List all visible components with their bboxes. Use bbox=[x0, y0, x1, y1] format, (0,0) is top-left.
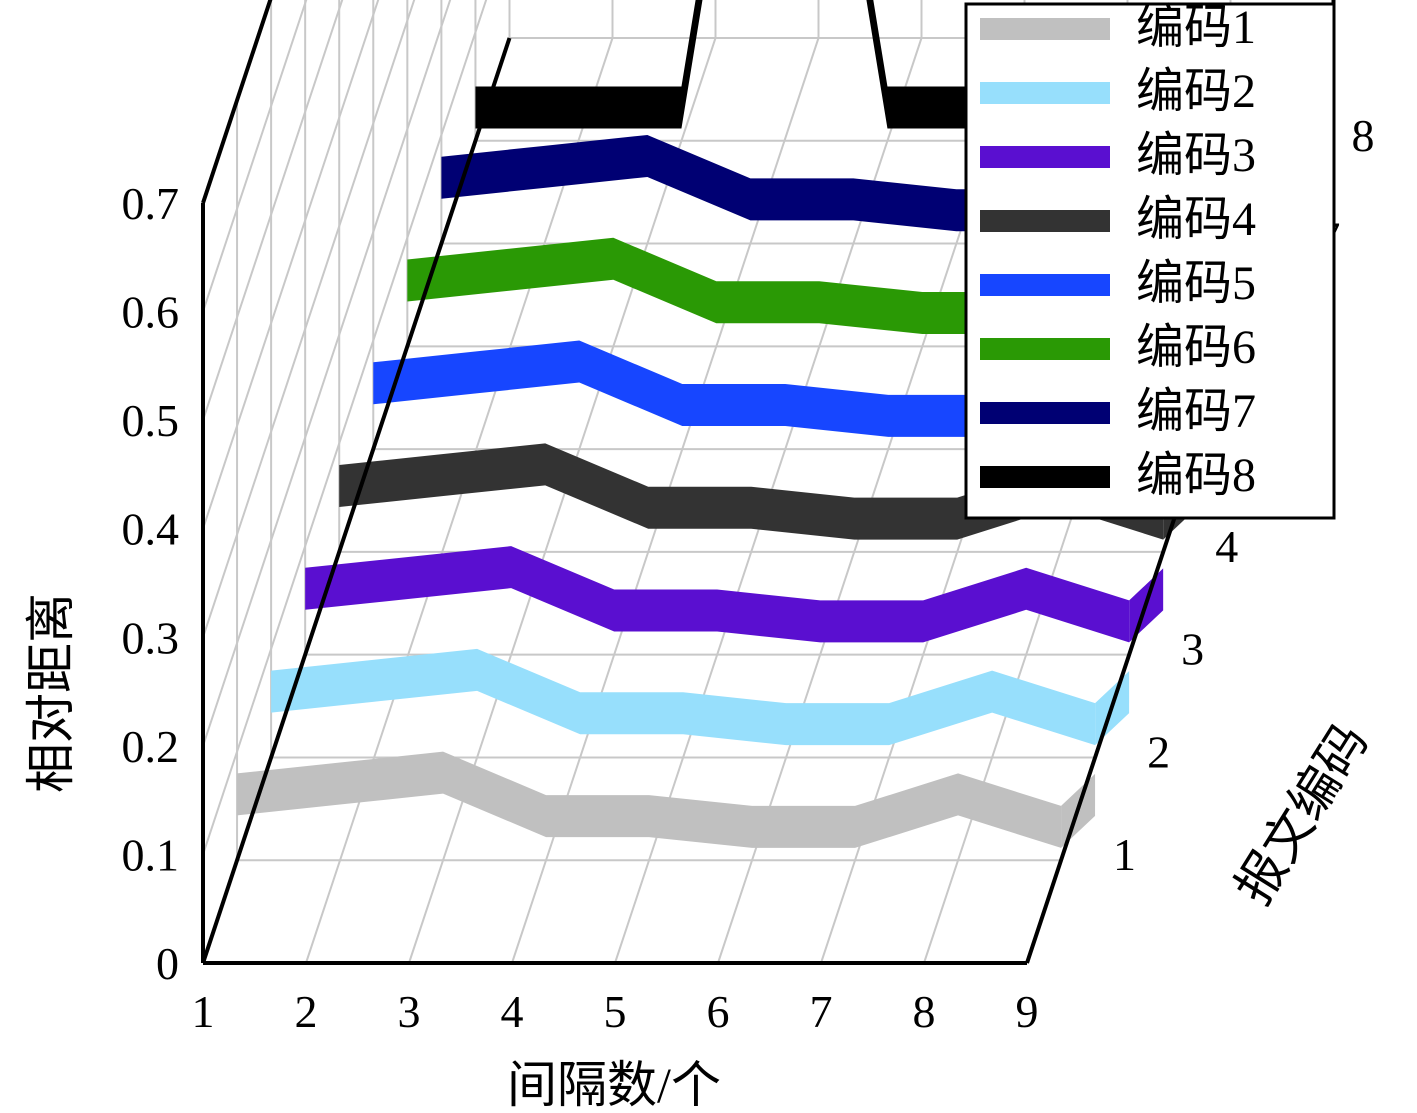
legend: 编码1 编码2 编码3 编码4 编码5 编码6 编码7 编码8 bbox=[964, 1, 1336, 520]
legend-label: 编码4 bbox=[1136, 193, 1256, 246]
legend-swatch bbox=[980, 18, 1110, 40]
legend-label: 编码5 bbox=[1136, 257, 1256, 310]
legend-swatch bbox=[980, 146, 1110, 168]
z-tick-label: 2 bbox=[1147, 726, 1170, 777]
x-tick-label: 7 bbox=[810, 986, 833, 1037]
z-axis-title: 报文编码 bbox=[1225, 714, 1378, 913]
legend-label: 编码1 bbox=[1136, 1, 1256, 54]
grid-line-floor-x bbox=[408, 37, 717, 964]
x-tick-labels: 1 2 3 4 5 6 7 8 9 bbox=[192, 986, 1039, 1037]
y-tick-label: 0.1 bbox=[122, 829, 180, 880]
x-tick-label: 1 bbox=[192, 986, 215, 1037]
legend-label: 编码7 bbox=[1136, 385, 1256, 438]
x-tick-label: 4 bbox=[501, 986, 524, 1037]
legend-label: 编码6 bbox=[1136, 321, 1256, 374]
x-axis-title: 间隔数/个 bbox=[507, 1057, 721, 1113]
legend-label: 编码8 bbox=[1136, 449, 1256, 502]
legend-swatch bbox=[980, 402, 1110, 424]
legend-swatch bbox=[980, 338, 1110, 360]
axis-edge bbox=[201, 37, 512, 964]
axis-edge bbox=[201, 0, 273, 204]
y-tick-label: 0.6 bbox=[122, 287, 180, 338]
grid-line-side-horizontal bbox=[202, 0, 380, 530]
grid-line-side-horizontal bbox=[202, 0, 344, 421]
x-tick-label: 3 bbox=[398, 986, 421, 1037]
x-tick-label: 8 bbox=[913, 986, 936, 1037]
y-tick-label: 0.5 bbox=[122, 395, 180, 446]
z-tick-label: 1 bbox=[1113, 829, 1136, 880]
y-tick-label: 0.3 bbox=[122, 612, 180, 663]
z-tick-label: 3 bbox=[1181, 624, 1204, 675]
y-tick-label: 0.2 bbox=[122, 721, 180, 772]
grid-line-side-horizontal bbox=[202, 0, 308, 312]
y-tick-label: 0.7 bbox=[122, 178, 180, 229]
grid-line-side-horizontal bbox=[202, 0, 452, 747]
ribbon-series-2 bbox=[271, 648, 1096, 746]
grid-line-floor-x bbox=[305, 37, 614, 964]
legend-swatch bbox=[980, 82, 1110, 104]
z-tick-label: 4 bbox=[1215, 521, 1238, 572]
z-tick-label: 8 bbox=[1351, 110, 1374, 161]
ribbon-series-1 bbox=[237, 751, 1062, 848]
grid-line-side-horizontal bbox=[202, 0, 416, 638]
x-tick-label: 9 bbox=[1016, 986, 1039, 1037]
legend-label: 编码3 bbox=[1136, 129, 1256, 182]
x-tick-label: 6 bbox=[707, 986, 730, 1037]
x-tick-label: 2 bbox=[295, 986, 318, 1037]
legend-swatch bbox=[980, 210, 1110, 232]
x-tick-label: 5 bbox=[604, 986, 627, 1037]
y-tick-label: 0 bbox=[156, 938, 179, 989]
y-tick-labels: 0 0.1 0.2 0.3 0.4 0.5 0.6 0.7 bbox=[122, 178, 180, 989]
y-axis-title: 相对距离 bbox=[23, 593, 79, 793]
legend-swatch bbox=[980, 274, 1110, 296]
y-tick-label: 0.4 bbox=[122, 504, 180, 555]
legend-label: 编码2 bbox=[1136, 65, 1256, 118]
ribbon-series-3 bbox=[305, 546, 1130, 643]
legend-swatch bbox=[980, 466, 1110, 488]
grid-line-side-horizontal bbox=[202, 0, 488, 855]
ribbon-series-4 bbox=[339, 443, 1164, 540]
